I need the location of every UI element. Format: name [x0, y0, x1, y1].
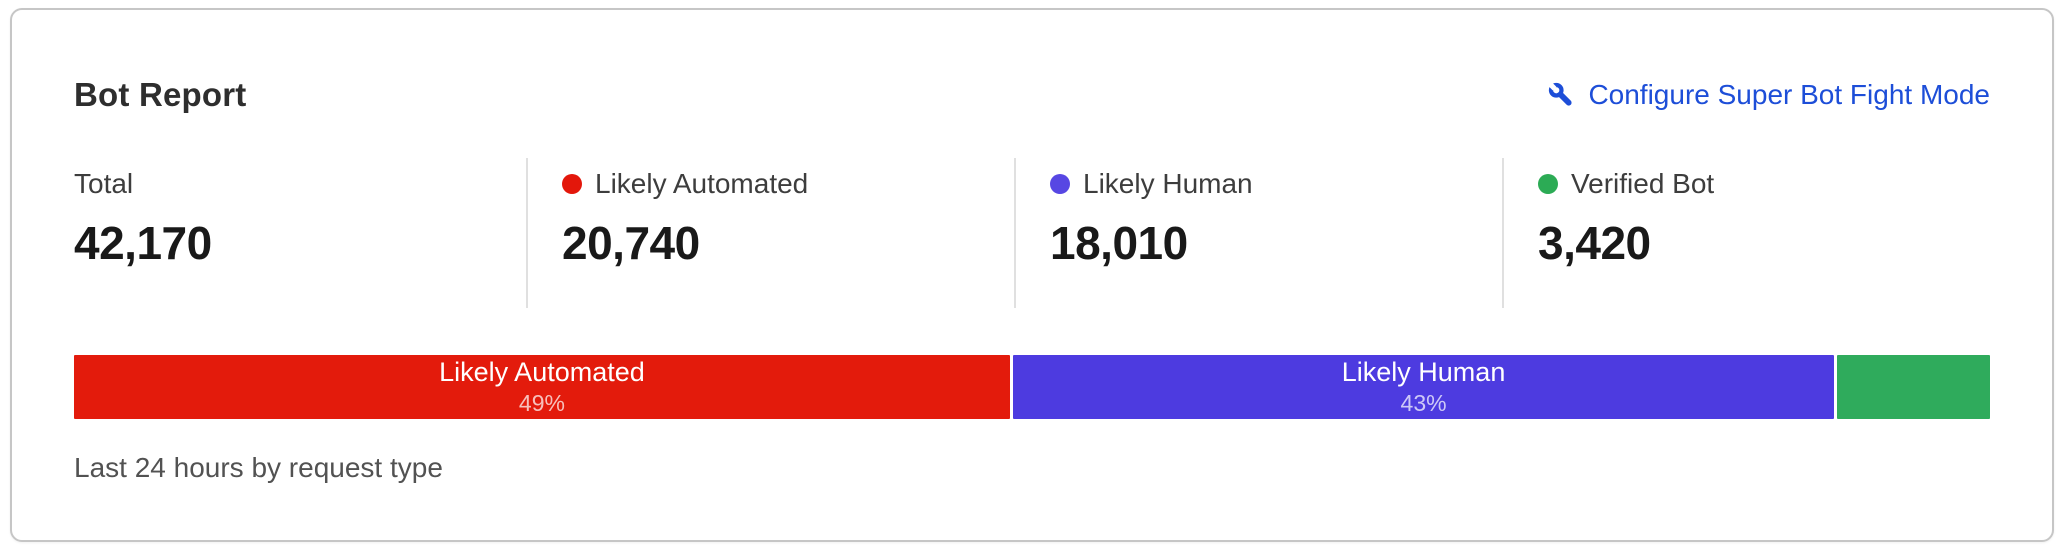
card-header: Bot Report Configure Su	[74, 76, 1990, 114]
bar-segment-percent: 49%	[518, 390, 565, 417]
stat-label: Total	[74, 168, 134, 199]
stat-label-row: Likely Automated	[562, 168, 1014, 200]
bar-segment-label: Likely Human	[1341, 357, 1506, 388]
stat-label: Likely Human	[1083, 168, 1253, 199]
stat-label: Likely Automated	[595, 168, 809, 199]
stat-label-row: Total	[74, 168, 526, 200]
bar-segment-label: Likely Automated	[439, 357, 645, 388]
page-title: Bot Report	[74, 76, 247, 113]
likely-automated-dot-icon	[562, 174, 582, 194]
configure-link-label[interactable]: Configure Super Bot Fight Mode	[1588, 79, 1990, 110]
bar-caption: Last 24 hours by request type	[74, 452, 443, 483]
bar-segment-likely-automated: Likely Automated 49%	[74, 355, 1010, 419]
stat-verified-bot: Verified Bot 3,420	[1502, 158, 1990, 308]
stats-row: Total 42,170 Likely Automated 20,740 Lik…	[74, 158, 1990, 308]
stat-total: Total 42,170	[74, 158, 526, 308]
configure-super-bot-fight-mode-link[interactable]: Configure Super Bot Fight Mode	[1546, 79, 1990, 111]
verified-bot-dot-icon	[1538, 174, 1558, 194]
stat-label-row: Likely Human	[1050, 168, 1502, 200]
bar-segment-likely-human: Likely Human 43%	[1012, 355, 1835, 419]
bot-report-card: Bot Report Configure Su	[10, 8, 2054, 542]
stat-likely-automated: Likely Automated 20,740	[526, 158, 1014, 308]
request-type-distribution-bar: Likely Automated 49% Likely Human 43%	[74, 355, 1990, 419]
stat-label-row: Verified Bot	[1538, 168, 1990, 200]
likely-human-dot-icon	[1050, 174, 1070, 194]
bar-segment-percent: 43%	[1400, 390, 1447, 417]
stat-value: 42,170	[74, 217, 212, 269]
stat-label: Verified Bot	[1571, 168, 1715, 199]
stat-value: 20,740	[562, 217, 700, 269]
bar-segment-verified-bot	[1837, 355, 1990, 419]
wrench-icon[interactable]	[1546, 80, 1576, 110]
stat-likely-human: Likely Human 18,010	[1014, 158, 1502, 308]
stat-value: 3,420	[1538, 217, 1651, 269]
stat-value: 18,010	[1050, 217, 1188, 269]
